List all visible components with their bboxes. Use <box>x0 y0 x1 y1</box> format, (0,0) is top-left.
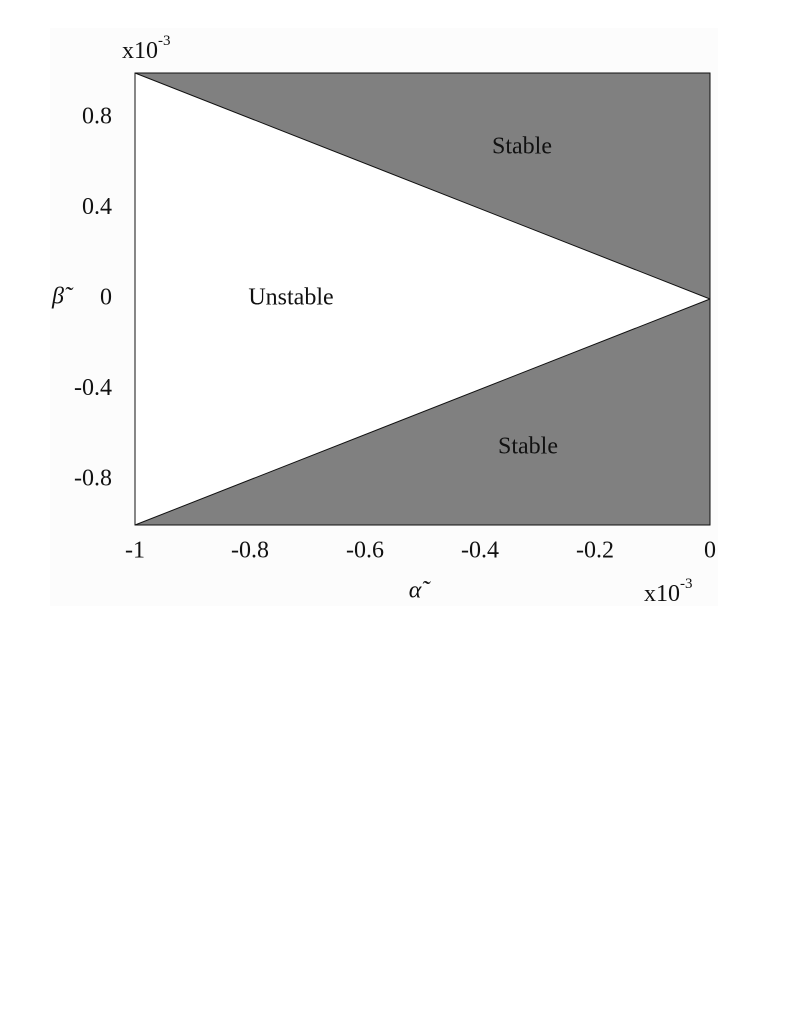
annotation: Unstable <box>248 285 333 311</box>
boundary-line <box>134 72 711 300</box>
x-scale-base: x10 <box>644 581 680 607</box>
x-scale-label: x10-3 <box>644 576 693 606</box>
annotation: Stable <box>492 134 552 160</box>
y-tick-label: 0.4 <box>82 194 112 220</box>
y-tick-label: -0.4 <box>74 375 112 401</box>
marks <box>134 72 711 526</box>
x-tick-label: -1 <box>125 538 145 564</box>
y-scale-label: x10-3 <box>122 33 171 63</box>
x-tick-label: -0.8 <box>231 538 269 564</box>
annotation: Stable <box>498 434 558 460</box>
boundary-line <box>134 298 711 526</box>
x-tick-label: -0.4 <box>461 538 499 564</box>
y-tick-label: 0 <box>100 285 112 311</box>
y-scale-base: x10 <box>122 38 158 64</box>
y-scale-exponent: -3 <box>158 33 171 49</box>
y-tick-label: -0.8 <box>74 465 112 491</box>
x-tick-label: 0 <box>704 538 716 564</box>
x-tick-label: -0.6 <box>346 538 384 564</box>
x-scale-exponent: -3 <box>680 576 693 592</box>
x-tick-label: -0.2 <box>576 538 614 564</box>
plot-frame <box>134 72 711 526</box>
y-tick-label: 0.8 <box>82 104 112 130</box>
